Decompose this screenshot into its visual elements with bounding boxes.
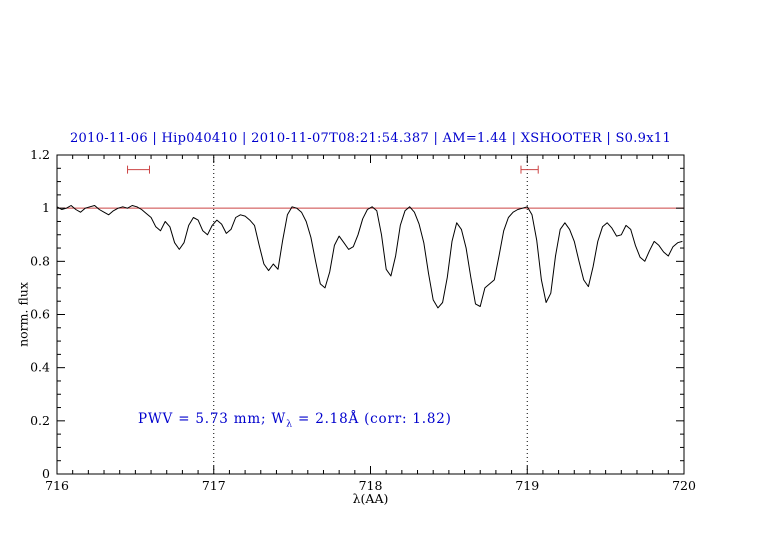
pwv-annotation-prefix: PWV = 5.73 mm; W [138, 411, 287, 427]
x-tick-label: 720 [672, 478, 696, 493]
y-tick-label: 1 [42, 200, 50, 215]
x-axis-label: λ(AA) [352, 491, 389, 506]
y-tick-label: 0 [42, 466, 50, 481]
y-tick-label: 0.6 [30, 307, 50, 322]
spectrum-line [56, 205, 683, 309]
pwv-annotation-suffix: = 2.18Å (corr: 1.82) [292, 411, 452, 427]
x-tick-label: 717 [202, 478, 226, 493]
y-axis-label: norm. flux [15, 282, 31, 347]
x-tick-label: 718 [359, 478, 383, 493]
pwv-annotation: PWV = 5.73 mm; Wλ = 2.18Å (corr: 1.82) [138, 411, 452, 430]
y-tick-label: 0.8 [30, 253, 50, 268]
y-tick-label: 0.2 [30, 413, 50, 428]
y-tick-label: 1.2 [30, 147, 50, 162]
plot-title: 2010-11-06 | Hip040410 | 2010-11-07T08:2… [69, 131, 672, 146]
x-tick-label: 716 [45, 478, 69, 493]
y-tick-label: 0.4 [30, 360, 50, 375]
pwv-annotation-subscript: λ [286, 418, 293, 430]
x-tick-label: 719 [515, 478, 539, 493]
